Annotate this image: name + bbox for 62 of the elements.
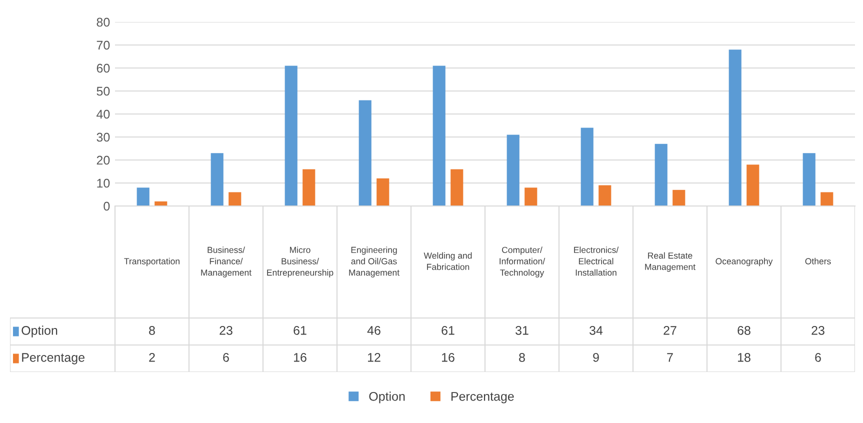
bar <box>598 185 612 206</box>
bar <box>746 164 760 206</box>
bar <box>672 190 686 206</box>
y-tick-label: 80 <box>96 18 110 27</box>
data-label: 16 <box>294 353 306 362</box>
bar <box>302 169 316 206</box>
x-tick-label: Real Estate Management <box>645 252 696 272</box>
data-label: 8 <box>149 326 155 335</box>
y-tick-label: 70 <box>96 40 110 50</box>
data-label: 23 <box>220 326 232 335</box>
x-tick-label: Welding and Fabrication <box>424 252 472 270</box>
x-tick-label: Computer/Information/Technology <box>500 246 546 278</box>
bar <box>432 66 446 206</box>
bar <box>580 128 594 206</box>
bar <box>506 134 520 206</box>
data-label: 68 <box>738 326 750 335</box>
x-tick-label: Business/Finance/Management <box>201 246 252 278</box>
x-tick-label: Micro Business/Entrepreneurship <box>267 246 334 278</box>
bar <box>524 188 538 206</box>
data-label: 31 <box>516 326 528 335</box>
y-tick-label: 10 <box>97 178 110 188</box>
data-label: 7 <box>667 353 673 362</box>
data-label: 6 <box>815 353 821 362</box>
legend-label: Percentage <box>22 353 84 364</box>
bar <box>210 153 224 206</box>
bar <box>136 188 150 206</box>
y-tick-label: 30 <box>96 132 110 142</box>
data-label: 16 <box>442 353 454 362</box>
data-label: 61 <box>442 326 454 335</box>
y-tick-label: 20 <box>96 156 110 165</box>
bar <box>228 192 242 206</box>
data-label: 23 <box>812 326 824 335</box>
bar <box>450 169 464 206</box>
data-label: 12 <box>368 353 380 362</box>
y-tick-label: 50 <box>96 86 110 96</box>
bar <box>358 100 372 206</box>
y-tick-label: 40 <box>96 110 110 119</box>
bar <box>820 192 834 206</box>
x-tick-label: Others <box>805 258 831 264</box>
data-label: 8 <box>519 353 525 362</box>
legend-label: Option <box>22 326 58 338</box>
bar <box>802 153 816 206</box>
bar <box>654 144 668 206</box>
text: Option <box>369 392 405 404</box>
text: Percentage <box>451 392 514 404</box>
x-tick-label: Transportation <box>124 258 180 266</box>
data-label: 2 <box>149 353 155 362</box>
data-label: 46 <box>367 326 380 335</box>
data-label: 9 <box>593 353 599 362</box>
x-tick-label: Oceanography <box>716 258 773 266</box>
bar <box>284 66 298 206</box>
x-tick-label: Electronics/Electrical Installation <box>574 246 619 276</box>
data-label: 34 <box>590 326 603 335</box>
data-label: 6 <box>223 353 229 362</box>
x-tick-label: Engineering and Oil/Gas Management <box>349 246 400 278</box>
y-tick-label: 60 <box>96 64 110 73</box>
data-label: 27 <box>664 326 676 335</box>
bar <box>376 178 390 206</box>
y-tick-label: 0 <box>104 202 110 211</box>
data-label: 18 <box>738 353 750 362</box>
data-label: 61 <box>294 326 306 335</box>
bar <box>728 50 742 206</box>
